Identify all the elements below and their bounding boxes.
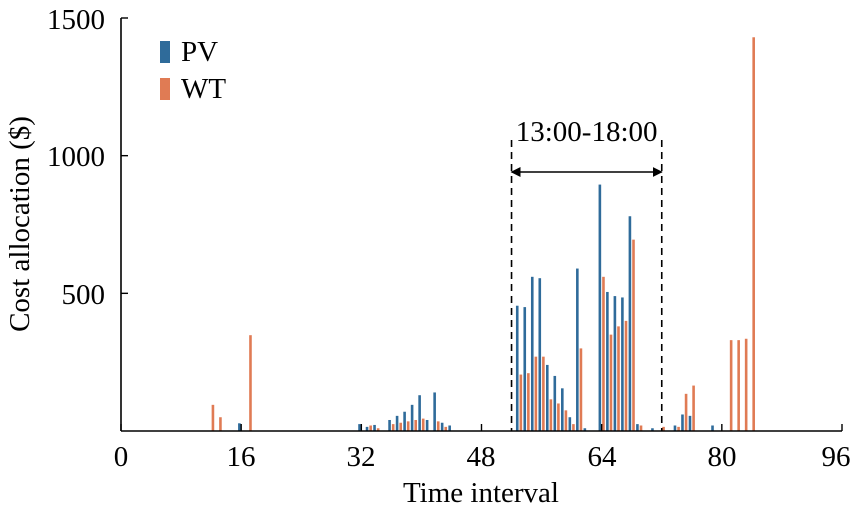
bar-wt-60 — [572, 424, 575, 431]
annotation-label: 13:00-18:00 — [516, 116, 658, 148]
bar-pv-54 — [523, 307, 527, 431]
legend-swatch-pv — [160, 41, 170, 63]
time-window-annotation: 13:00-18:00 — [510, 116, 663, 431]
bar-wt-67 — [624, 320, 628, 431]
bar-pv-56 — [538, 278, 542, 431]
bar-wt-66 — [617, 326, 620, 431]
bar-wt-34 — [376, 428, 380, 431]
bar-wt-17 — [249, 335, 252, 431]
y-tick-label: 500 — [62, 279, 106, 311]
bar-wt-82 — [737, 340, 740, 431]
x-axis-label: Time interval — [403, 477, 559, 509]
bar-wt-84 — [752, 37, 755, 432]
legend: PV WT — [160, 36, 226, 105]
bar-pv-36 — [388, 419, 391, 431]
x-tick-label: 80 — [708, 441, 737, 473]
bar-wt-57 — [549, 399, 553, 431]
bar-wt-65 — [609, 334, 613, 431]
bar-pv-40 — [418, 395, 421, 431]
bars-layer — [211, 37, 755, 432]
bar-wt-61 — [579, 348, 583, 431]
x-tick-label: 64 — [588, 441, 618, 473]
bar-pv-33 — [365, 426, 369, 431]
bar-wt-81 — [729, 340, 733, 431]
bar-wt-59 — [564, 410, 568, 431]
bar-wt-64 — [602, 276, 605, 431]
bar-pv-42 — [433, 392, 436, 431]
bar-pv-61 — [576, 268, 579, 431]
ticks-layer — [120, 17, 843, 431]
legend-swatch-wt — [160, 78, 170, 100]
bar-pv-76 — [688, 415, 692, 431]
legend-label-pv: PV — [181, 36, 218, 68]
y-tick-labels: 500 1000 1500 — [47, 4, 105, 311]
bar-pv-44 — [448, 425, 451, 431]
bar-pv-41 — [425, 419, 429, 431]
x-tick-labels: 0 16 32 48 64 80 96 — [114, 441, 851, 473]
bar-pv-65 — [606, 291, 609, 431]
x-tick-label: 96 — [822, 441, 851, 473]
bar-pv-43 — [440, 422, 444, 431]
y-tick-label: 1000 — [47, 141, 105, 173]
bar-pv-60 — [568, 417, 572, 431]
bar-wt-12 — [211, 404, 215, 431]
bar-wt-68 — [632, 239, 635, 431]
bar-pv-58 — [553, 375, 557, 431]
bar-wt-69 — [639, 425, 643, 431]
bar-pv-68 — [628, 216, 632, 431]
bar-wt-39 — [414, 419, 418, 431]
bar-pv-55 — [530, 276, 534, 431]
bar-wt-40 — [421, 418, 425, 431]
bar-pv-69 — [636, 424, 639, 431]
bar-pv-64 — [598, 184, 602, 431]
bar-pv-34 — [373, 424, 376, 431]
bar-pv-53 — [515, 305, 519, 431]
bar-wt-74 — [677, 426, 680, 431]
bar-wt-36 — [391, 424, 395, 431]
bar-pv-38 — [403, 411, 406, 431]
bar-wt-55 — [534, 356, 538, 431]
bar-wt-38 — [406, 421, 410, 431]
bar-pv-39 — [410, 404, 414, 431]
bar-wt-75 — [684, 393, 688, 431]
bar-wt-72 — [662, 426, 665, 431]
x-tick-label: 32 — [347, 441, 376, 473]
bar-wt-43 — [444, 426, 448, 431]
bar-pv-59 — [561, 388, 564, 431]
bar-pv-62 — [583, 428, 587, 431]
bar-pv-71 — [651, 428, 654, 431]
bar-wt-56 — [542, 356, 545, 431]
bar-pv-66 — [613, 296, 617, 431]
bar-pv-57 — [545, 364, 549, 431]
bar-wt-13 — [219, 417, 222, 431]
y-tick-label: 1500 — [47, 4, 105, 36]
bar-wt-53 — [519, 374, 523, 431]
bar-wt-83 — [744, 338, 748, 431]
bar-wt-54 — [527, 373, 530, 431]
x-tick-label: 48 — [467, 441, 496, 473]
bar-wt-42 — [436, 421, 440, 431]
bar-wt-37 — [399, 422, 402, 431]
bar-pv-16 — [238, 423, 241, 431]
legend-label-wt: WT — [181, 73, 226, 105]
bar-pv-75 — [681, 414, 684, 431]
bar-wt-76 — [692, 385, 695, 431]
bar-wt-33 — [369, 425, 372, 431]
bar-pv-32 — [358, 424, 361, 431]
bar-pv-74 — [673, 425, 677, 431]
bar-pv-37 — [395, 415, 399, 431]
bar-pv-79 — [711, 425, 714, 431]
y-axis-label: Cost allocation ($) — [4, 116, 36, 332]
x-tick-label: 16 — [227, 441, 256, 473]
bar-pv-67 — [621, 297, 624, 431]
x-tick-label: 0 — [114, 441, 129, 473]
bar-wt-58 — [557, 403, 560, 431]
